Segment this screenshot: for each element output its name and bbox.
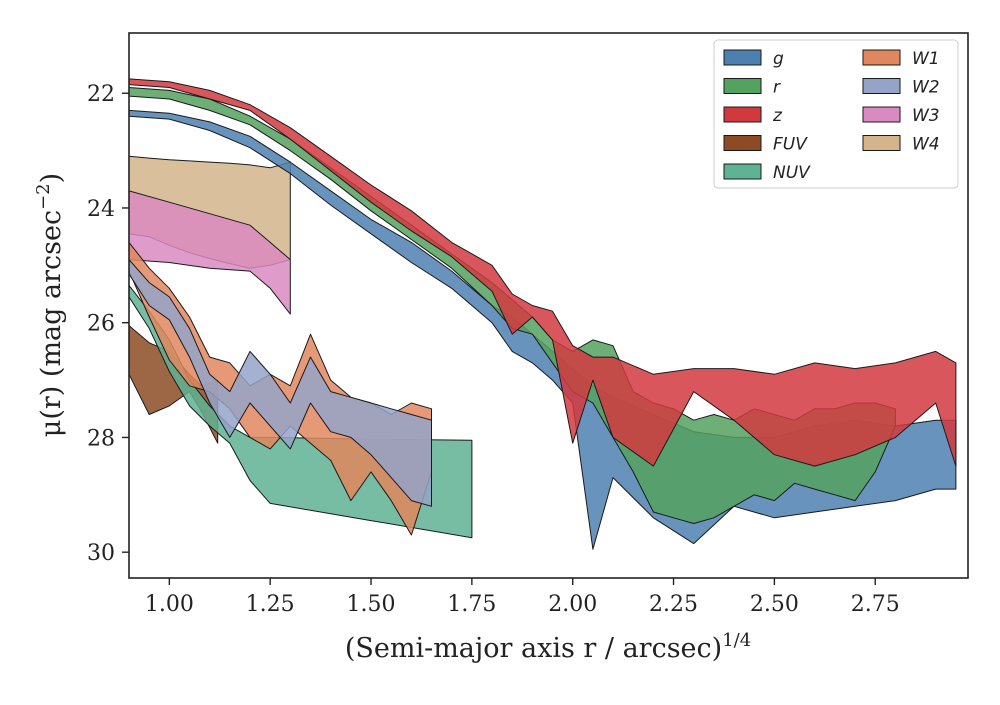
x-tick-label: 2.25 — [649, 592, 698, 617]
legend-label-w2: W2 — [912, 78, 940, 98]
y-tick-label: 30 — [87, 541, 115, 566]
legend-label-w4: W4 — [912, 135, 940, 155]
legend-label-r: r — [773, 78, 781, 98]
x-tick-label: 1.25 — [246, 592, 295, 617]
legend-label-w1: W1 — [912, 49, 940, 69]
band-z — [129, 78, 957, 467]
y-tick-label: 28 — [87, 426, 115, 451]
legend-label-g: g — [773, 49, 784, 69]
y-tick-label: 24 — [87, 197, 115, 222]
x-ticks: 1.00 1.25 1.50 1.75 2.00 2.25 2.50 2.75 — [145, 578, 900, 617]
legend-swatch-w2 — [862, 78, 901, 94]
legend-swatch-g — [723, 49, 762, 66]
legend-swatch-w3 — [862, 106, 901, 123]
x-tick-label: 2.75 — [851, 592, 900, 617]
x-tick-label: 2.00 — [548, 592, 597, 617]
legend-swatch-nuv — [723, 163, 762, 180]
plot-frame — [128, 32, 969, 579]
band-w2 — [129, 259, 432, 507]
legend-label-fuv: FUV — [773, 135, 808, 155]
legend-label-z: z — [772, 106, 783, 126]
bands-layer — [129, 78, 957, 550]
x-tick-label: 1.75 — [447, 592, 496, 617]
x-tick-label: 1.00 — [145, 592, 194, 617]
legend-label-w3: W3 — [912, 106, 940, 126]
legend-swatch-w4 — [862, 135, 901, 151]
y-tick-label: 22 — [87, 82, 115, 107]
x-tick-label: 2.50 — [750, 592, 799, 617]
legend-swatch-w1 — [862, 49, 901, 66]
x-axis-label: (Semi-major axis r / arcsec)1/4 — [345, 630, 751, 664]
legend-swatch-fuv — [723, 135, 762, 151]
band-w3 — [129, 190, 291, 315]
x-tick-label: 1.50 — [347, 592, 396, 617]
y-tick-label: 26 — [87, 312, 115, 337]
y-ticks: 22 24 26 28 30 — [87, 82, 129, 566]
legend-swatch-r — [723, 78, 762, 94]
legend-label-nuv: NUV — [773, 163, 811, 183]
legend: grz FUV NUV W1 W2 W3 W4 — [713, 39, 959, 189]
y-axis-label: μ(r) (mag arcsec−2) — [33, 173, 67, 437]
legend-swatch-z — [723, 106, 762, 123]
